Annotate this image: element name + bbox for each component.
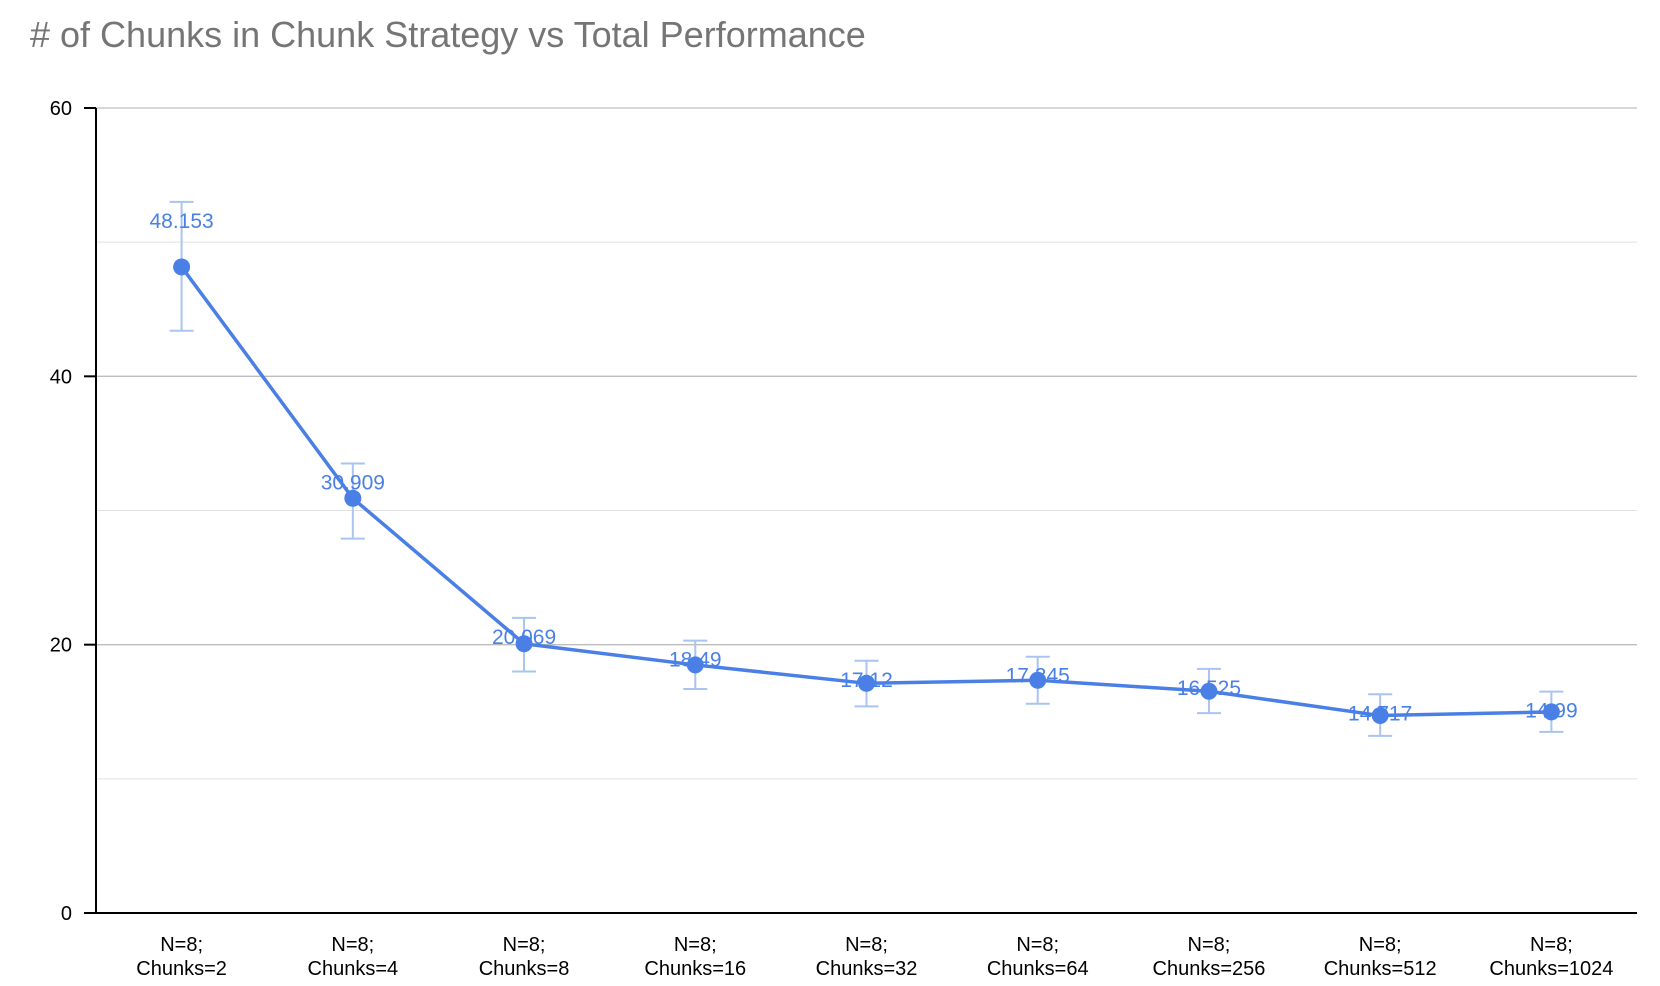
- data-label: 14.99: [1525, 700, 1578, 723]
- x-tick-label-line: N=8;: [845, 934, 888, 956]
- data-point: [173, 258, 191, 276]
- data-point: [1542, 703, 1560, 721]
- x-tick-label-line: Chunks=4: [308, 958, 399, 980]
- x-tick-label: N=8; Chunks=2: [136, 934, 227, 980]
- x-tick-label: N=8; Chunks=4: [308, 934, 399, 980]
- data-point: [1371, 707, 1389, 725]
- x-tick-label-line: N=8;: [160, 934, 203, 956]
- data-label: 16.525: [1177, 677, 1241, 700]
- data-label: 17.12: [840, 669, 893, 692]
- x-tick-label: N=8; Chunks=16: [644, 934, 746, 980]
- chart-title: # of Chunks in Chunk Strategy vs Total P…: [30, 14, 866, 55]
- data-label: 18.49: [669, 649, 722, 672]
- x-tick-label-line: N=8;: [331, 934, 374, 956]
- x-tick-label: N=8; Chunks=8: [479, 934, 570, 980]
- x-tick-label-line: N=8;: [674, 934, 717, 956]
- data-points: [173, 258, 1560, 725]
- data-label: 14.717: [1348, 702, 1412, 725]
- x-tick-label-line: N=8;: [1530, 934, 1573, 956]
- y-tick-label: 20: [50, 635, 72, 657]
- x-tick-label-line: Chunks=16: [644, 958, 746, 980]
- data-point: [1200, 682, 1218, 700]
- x-tick-label-line: Chunks=512: [1324, 958, 1437, 980]
- x-tick-label: N=8; Chunks=32: [816, 934, 918, 980]
- data-label: 17.345: [1006, 665, 1070, 688]
- axes: [84, 107, 1637, 914]
- x-tick-label: N=8; Chunks=512: [1324, 934, 1437, 980]
- x-tick-label-line: N=8;: [1016, 934, 1059, 956]
- x-tick-label-line: Chunks=8: [479, 958, 570, 980]
- data-point: [515, 635, 533, 653]
- error-bars: [169, 200, 1564, 737]
- x-tick-label-line: Chunks=1024: [1489, 958, 1613, 980]
- data-label: 30.909: [321, 472, 385, 495]
- series-line: [180, 265, 1552, 718]
- data-point: [344, 489, 362, 507]
- data-point: [858, 674, 875, 692]
- data-label: 48.153: [149, 210, 213, 233]
- data-point: [1029, 671, 1047, 689]
- y-tick-labels: 0 20 40 60: [50, 98, 72, 925]
- x-tick-label: N=8; Chunks=1024: [1489, 934, 1613, 980]
- data-point: [686, 656, 704, 674]
- x-tick-label-line: N=8;: [1188, 934, 1231, 956]
- y-tick-label: 60: [50, 98, 72, 120]
- x-tick-labels: N=8; Chunks=2N=8; Chunks=4N=8; Chunks=8N=8;…: [136, 934, 1613, 980]
- x-tick-label-line: Chunks=256: [1153, 958, 1266, 980]
- x-tick-label-line: N=8;: [1359, 934, 1402, 956]
- x-tick-label: N=8; Chunks=64: [987, 934, 1089, 980]
- x-tick-label-line: Chunks=2: [136, 958, 227, 980]
- y-tick-label: 0: [61, 903, 72, 925]
- x-tick-label: N=8; Chunks=256: [1153, 934, 1266, 980]
- x-tick-label-line: Chunks=64: [987, 958, 1089, 980]
- data-label: 20.069: [492, 626, 556, 649]
- data-labels: 48.153 30.909 20.069 18.49 17.12 17.345 16.525…: [149, 210, 1577, 725]
- x-tick-label-line: Chunks=32: [816, 958, 918, 980]
- series-polyline: [180, 265, 1552, 718]
- x-tick-label-line: N=8;: [503, 934, 546, 956]
- y-tick-label: 40: [50, 366, 72, 388]
